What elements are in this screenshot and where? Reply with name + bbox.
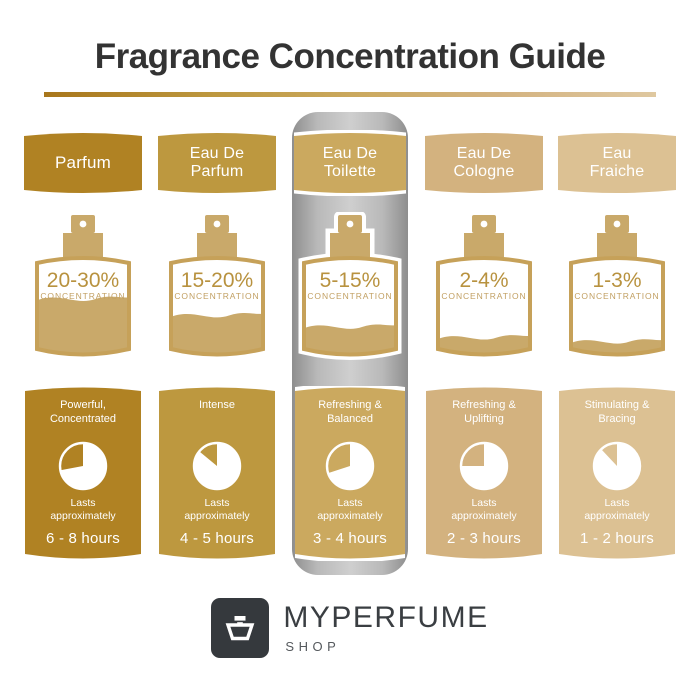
descriptor-text: Intense xyxy=(198,399,236,411)
duration-card-3: Refreshing & Uplifting Lasts approximately 2… xyxy=(426,386,542,561)
concentration-value: 20-30% xyxy=(46,269,120,292)
bottle-2: 5-15% CONCENTRATION xyxy=(288,212,412,364)
lasts-label: Lasts approximately xyxy=(451,496,517,522)
duration-value: 6 - 8 hours xyxy=(46,529,120,547)
duration-pie-chart xyxy=(325,441,375,491)
duration-card-1: Intense Lasts approximately 4 - 5 hours xyxy=(159,386,275,561)
duration-value: 3 - 4 hours xyxy=(313,529,387,547)
lasts-label: Lasts approximately xyxy=(184,496,250,522)
concentration-caption: CONCENTRATION xyxy=(574,291,660,301)
banner-shape xyxy=(294,130,406,196)
column-eau-de-toilette: Eau De Toilette 5-15% CONCENTRATION Refreshi… xyxy=(283,0,417,700)
lasts-label: Lasts approximately xyxy=(50,496,116,522)
duration-pie-chart xyxy=(592,441,642,491)
banner-label: Eau De Parfum xyxy=(189,145,245,180)
title-divider xyxy=(44,92,656,97)
bottle-4: 1-3% CONCENTRATION xyxy=(555,212,679,364)
banner-shape xyxy=(24,130,142,196)
column-eau-de-cologne: Eau De Cologne 2-4% CONCENTRATION Refreshing… xyxy=(417,0,551,700)
descriptor-text: Stimulating & Bracing xyxy=(584,399,650,425)
brand-logo-icon xyxy=(211,598,270,658)
banner-label: Eau Fraiche xyxy=(589,145,645,180)
concentration-caption: CONCENTRATION xyxy=(307,291,393,301)
column-parfum: Parfum 20-30% CONCENTRATION Powerful, Concen… xyxy=(16,0,150,700)
duration-card-4: Stimulating & Bracing Lasts approximately 1 … xyxy=(559,386,675,561)
banner-label: Parfum xyxy=(55,153,111,173)
concentration-value: 15-20% xyxy=(180,269,254,292)
banner-label: Eau De Cologne xyxy=(453,145,515,180)
banner-3: Eau De Cologne xyxy=(425,130,543,196)
title-block: Fragrance Concentration Guide xyxy=(0,37,700,77)
concentration-caption: CONCENTRATION xyxy=(441,291,527,301)
concentration-value: 2-4% xyxy=(459,269,509,292)
duration-value: 4 - 5 hours xyxy=(180,529,254,547)
banner-1: Eau De Parfum xyxy=(158,130,276,196)
duration-value: 2 - 3 hours xyxy=(447,529,521,547)
duration-pie-chart xyxy=(58,441,108,491)
duration-value: 1 - 2 hours xyxy=(580,529,654,547)
bottle-0: 20-30% CONCENTRATION xyxy=(21,212,145,364)
banner-4: Eau Fraiche xyxy=(558,130,676,196)
duration-card-0: Powerful, Concentrated Lasts approximately 6… xyxy=(25,386,141,561)
bottle-3: 2-4% CONCENTRATION xyxy=(422,212,546,364)
lasts-label: Lasts approximately xyxy=(317,496,383,522)
banner-0: Parfum xyxy=(24,130,142,196)
banner-label: Eau De Toilette xyxy=(322,145,378,180)
lasts-label: Lasts approximately xyxy=(584,496,650,522)
brand-subtitle: SHOP xyxy=(285,639,341,654)
bottle-1: 15-20% CONCENTRATION xyxy=(155,212,279,364)
concentration-value: 5-15% xyxy=(319,269,381,292)
page-title: Fragrance Concentration Guide xyxy=(94,37,606,76)
concentration-value: 1-3% xyxy=(592,269,642,292)
footer-logo: MYPERFUME SHOP xyxy=(0,598,700,658)
descriptor-text: Powerful, Concentrated xyxy=(49,399,117,425)
concentration-caption: CONCENTRATION xyxy=(174,291,260,301)
column-eau-de-parfum: Eau De Parfum 15-20% CONCENTRATION Intense La… xyxy=(150,0,284,700)
descriptor-text: Refreshing & Balanced xyxy=(318,399,382,425)
descriptor-text: Refreshing & Uplifting xyxy=(452,399,516,425)
duration-card-2: Refreshing & Balanced Lasts approximately 3 … xyxy=(295,386,405,561)
banner-shape xyxy=(425,130,543,196)
duration-pie-chart xyxy=(459,441,509,491)
column-eau-fraiche: Eau Fraiche 1-3% CONCENTRATION Stimulating &… xyxy=(550,0,684,700)
brand-name: MYPERFUME xyxy=(283,601,489,634)
concentration-caption: CONCENTRATION xyxy=(40,291,126,301)
banner-shape xyxy=(158,130,276,196)
banner-shape xyxy=(558,130,676,196)
brand-wordmark: MYPERFUME SHOP xyxy=(283,601,489,654)
duration-pie-chart xyxy=(192,441,242,491)
banner-2: Eau De Toilette xyxy=(294,130,406,196)
